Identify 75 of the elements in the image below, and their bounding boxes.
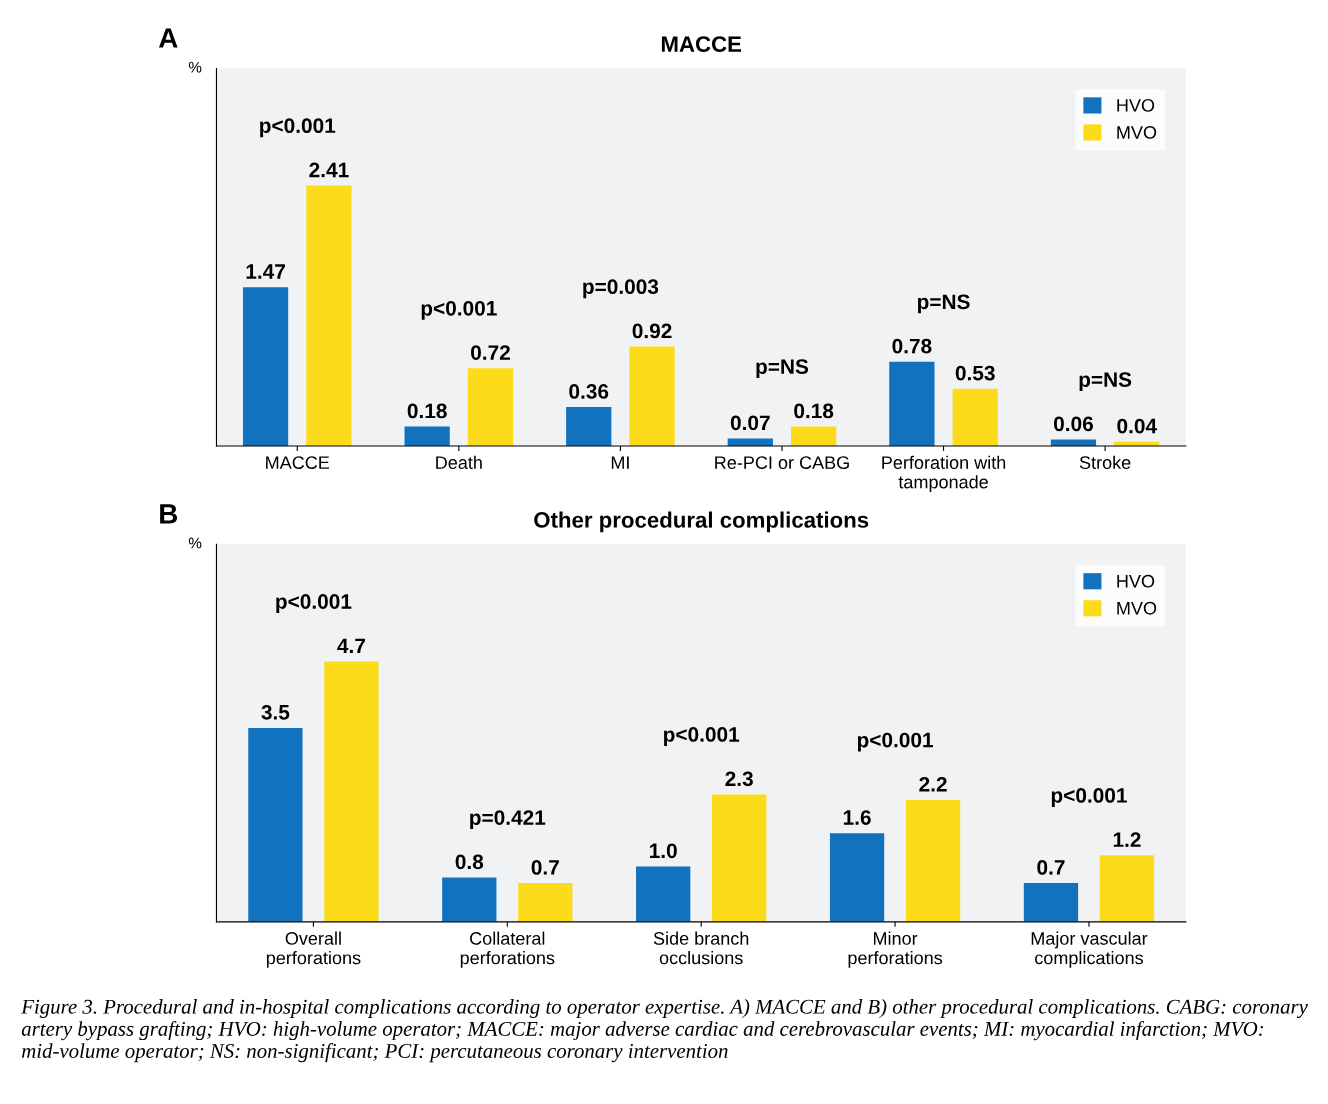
x-tick-label: Collateral perforations — [460, 931, 555, 968]
annotation: p=NS — [918, 294, 970, 314]
data-label: 1.47 — [246, 264, 285, 279]
bar — [467, 368, 514, 447]
legend-label: HVO — [1117, 574, 1155, 588]
data-label: 3.5 — [261, 704, 290, 720]
x-tick-label: Major vascular complications — [1031, 931, 1148, 968]
data-label: 2.41 — [309, 162, 349, 178]
data-label: 4.7 — [337, 638, 365, 653]
chart-title: MACCE — [661, 36, 742, 52]
y-axis-title: % — [188, 537, 202, 549]
data-label: 0.18 — [794, 403, 834, 419]
legend-label: HVO — [1117, 98, 1155, 112]
annotation: p=0.421 — [470, 810, 546, 830]
text: p<0.001 — [276, 594, 352, 613]
x-tick-label: MACCE — [266, 456, 330, 469]
bar — [518, 883, 573, 922]
bar — [566, 407, 612, 447]
bar — [242, 287, 289, 447]
text: p<0.001 — [260, 118, 336, 138]
data-label: 0.78 — [892, 338, 932, 354]
text: B — [160, 504, 178, 524]
annotation: p<0.001 — [664, 727, 740, 746]
data-label: 0.53 — [955, 365, 995, 381]
x-tick-label: Re-PCI or CABG — [715, 456, 849, 469]
annotation: p=NS — [1079, 372, 1132, 392]
bar — [727, 438, 773, 447]
data-label: 1.6 — [843, 810, 871, 825]
data-label: 0.36 — [569, 384, 609, 399]
data-label: 0.06 — [1054, 416, 1093, 432]
annotation: p<0.001 — [1051, 788, 1127, 807]
data-label: 1.0 — [650, 843, 677, 859]
data-label: 0.07 — [730, 415, 770, 431]
chart-title: Other procedural complications — [534, 511, 869, 533]
annotation: p=0.003 — [583, 279, 659, 299]
data-label: 0.72 — [471, 345, 510, 360]
annotation: p=NS — [756, 359, 809, 379]
bar — [324, 661, 379, 922]
data-label: 0.8 — [455, 854, 484, 870]
bar — [1099, 855, 1155, 922]
bar — [629, 346, 675, 447]
bar — [1023, 883, 1079, 922]
x-tick-label: Perforation with tamponade — [882, 455, 1006, 493]
data-label: 2.3 — [725, 771, 753, 787]
data-label: 1.2 — [1113, 832, 1141, 847]
caption: Figure 3. Procedural and in-hospital complications according to operator expertise. A) MACCE and B) other procedural complications. CABG: coronary artery bypass grafting; HVO: high-volume operator; MACCE: major adverse cardiac and cerebrovascular events; MI: myocardial infarction; MVO: mid-volume operator; NS: non-significant; PCI: percutaneous coronary intervention — [21, 999, 1308, 1063]
data-label: 0.7 — [1037, 860, 1065, 875]
data-label: 0.7 — [531, 860, 559, 875]
bar — [712, 794, 767, 922]
bar — [829, 833, 885, 922]
bar — [442, 877, 497, 922]
data-label: 0.04 — [1117, 418, 1157, 434]
x-tick-label: Stroke — [1079, 455, 1131, 469]
x-tick-label: Minor perforations — [848, 931, 943, 968]
bar — [306, 185, 352, 447]
bar — [248, 727, 303, 922]
x-tick-label: Overall perforations — [266, 931, 361, 968]
data-label: 2.2 — [919, 776, 947, 792]
annotation: p<0.001 — [421, 300, 497, 320]
legend-label: MVO — [1117, 601, 1157, 615]
annotation: p<0.001 — [857, 732, 934, 752]
legend-label: MVO — [1117, 126, 1157, 139]
bar — [404, 426, 450, 447]
bar — [952, 388, 998, 447]
x-tick-label: Side branch occlusions — [653, 931, 749, 965]
x-tick-label: MI — [611, 456, 629, 469]
data-label: 0.18 — [407, 403, 447, 419]
x-tick-label: Death — [436, 455, 482, 469]
y-axis-title: % — [188, 61, 202, 73]
bar — [905, 799, 961, 922]
bar — [636, 866, 691, 922]
text: A — [158, 28, 178, 48]
data-label: 0.92 — [632, 323, 672, 339]
bar — [791, 426, 837, 447]
bar — [889, 361, 935, 447]
